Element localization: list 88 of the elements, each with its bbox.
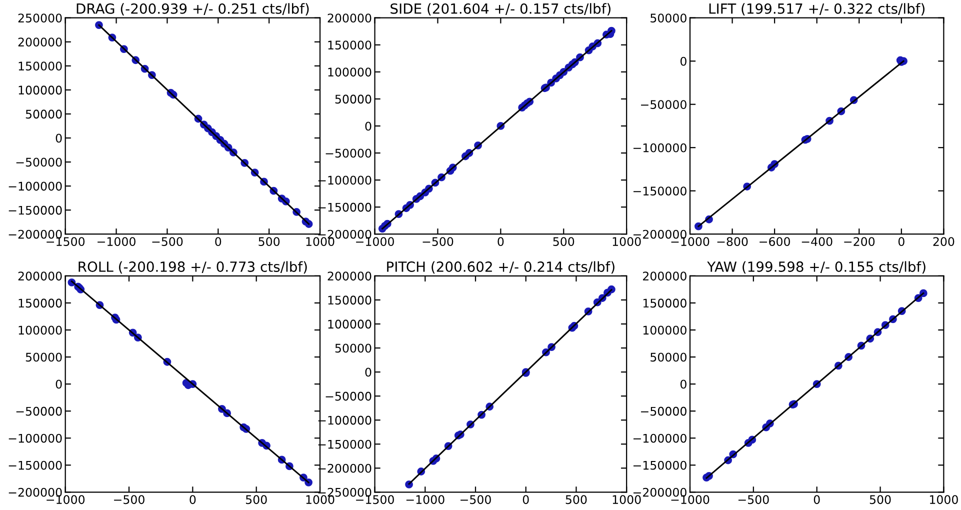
x-tick-label: 1000	[612, 495, 641, 504]
x-tick-label: −1000	[671, 495, 710, 504]
x-tick-label: −1000	[406, 495, 444, 504]
chart-title: SIDE (201.604 +/- 0.157 cts/lbf)	[390, 3, 610, 16]
x-tick-label: 500	[258, 237, 280, 246]
x-tick-label: −500	[460, 495, 491, 504]
y-tick-label: −50000	[326, 392, 372, 401]
y-tick-label: 200000	[328, 272, 372, 281]
y-tick-label: −200000	[634, 230, 686, 239]
y-tick-label: −100000	[8, 434, 62, 443]
x-tick-label: 500	[870, 495, 891, 504]
y-tick-label: −150000	[8, 460, 62, 470]
y-tick-label: 0	[56, 380, 62, 389]
x-tick-label: 500	[246, 495, 267, 504]
y-tick-label: −100000	[634, 434, 686, 443]
x-tick-label: 500	[553, 237, 574, 246]
x-tick-label: 0	[190, 495, 196, 504]
chart-title: LIFT (199.517 +/- 0.322 cts/lbf)	[709, 3, 924, 16]
x-tick-label: −200	[844, 237, 875, 246]
x-tick-label: 500	[566, 495, 587, 504]
y-tick-label: −50000	[16, 406, 62, 416]
x-tick-label: −800	[717, 237, 748, 246]
y-tick-label: 200000	[18, 272, 62, 281]
x-tick-label: −1000	[98, 237, 136, 246]
y-tick-label: −150000	[634, 186, 686, 196]
y-tick-label: 250000	[18, 14, 62, 23]
y-tick-label: 50000	[26, 352, 62, 362]
y-tick-label: −100000	[8, 182, 62, 191]
x-tick-label: 0	[522, 495, 529, 504]
y-tick-label: −50000	[16, 158, 62, 167]
x-tick-label: 1000	[612, 237, 641, 246]
chart-title: PITCH (200.602 +/- 0.214 cts/lbf)	[387, 261, 614, 274]
y-tick-label: 100000	[328, 68, 372, 77]
y-tick-label: 50000	[650, 352, 686, 362]
x-tick-label: 1000	[306, 237, 334, 246]
y-tick-label: 200000	[643, 272, 686, 281]
x-tick-label: −500	[114, 495, 144, 504]
y-tick-label: 50000	[335, 344, 372, 353]
y-tick-label: −50000	[641, 100, 686, 109]
y-tick-label: 0	[365, 368, 372, 377]
y-tick-label: 100000	[18, 86, 62, 95]
chart-title: DRAG (-200.939 +/- 0.251 cts/lbf)	[76, 3, 309, 16]
x-tick-label: −1000	[46, 495, 85, 504]
y-tick-label: 0	[680, 380, 686, 389]
y-tick-label: 150000	[328, 296, 372, 305]
y-tick-label: 200000	[18, 38, 62, 47]
y-tick-label: 150000	[18, 298, 62, 308]
x-tick-label: 1000	[930, 495, 958, 504]
y-tick-label: −100000	[634, 143, 686, 152]
y-tick-label: −250000	[318, 488, 372, 497]
x-tick-label: 0	[498, 237, 504, 246]
y-tick-label: −150000	[634, 460, 686, 470]
x-tick-label: −600	[760, 237, 790, 246]
x-tick-label: 200	[933, 237, 954, 246]
y-tick-label: 150000	[18, 62, 62, 71]
y-tick-label: 0	[56, 134, 62, 143]
x-tick-label: 0	[898, 237, 904, 246]
x-tick-label: −500	[738, 495, 769, 504]
y-tick-label: −50000	[641, 406, 686, 416]
y-tick-label: −200000	[318, 230, 372, 239]
y-tick-label: 100000	[643, 326, 686, 335]
x-tick-label: 0	[215, 237, 222, 246]
y-tick-label: 50000	[335, 94, 372, 104]
y-tick-label: 50000	[650, 14, 686, 23]
y-tick-label: 150000	[643, 298, 686, 308]
y-tick-label: 0	[365, 122, 372, 131]
x-tick-label: 1000	[306, 495, 334, 504]
y-tick-label: −200000	[8, 488, 62, 497]
x-tick-label: −1500	[46, 237, 85, 246]
chart-title: ROLL (-200.198 +/- 0.773 cts/lbf)	[78, 261, 307, 274]
y-tick-label: 0	[680, 56, 686, 66]
x-tick-label: 0	[814, 495, 820, 504]
x-tick-label: −500	[422, 237, 454, 246]
y-tick-label: 100000	[18, 326, 62, 335]
y-tick-label: 150000	[328, 40, 372, 50]
x-tick-label: −1000	[356, 237, 394, 246]
x-tick-label: −500	[152, 237, 183, 246]
y-tick-label: 50000	[26, 110, 62, 119]
y-tick-label: −50000	[326, 148, 372, 158]
chart-title: YAW (199.598 +/- 0.155 cts/lbf)	[707, 261, 926, 274]
y-tick-label: −150000	[8, 206, 62, 215]
y-tick-label: 200000	[328, 14, 372, 23]
x-tick-label: −1500	[356, 495, 394, 504]
y-tick-label: −200000	[8, 230, 62, 239]
x-tick-label: −400	[802, 237, 832, 246]
y-tick-label: −200000	[634, 488, 686, 497]
y-tick-label: 100000	[328, 320, 372, 329]
x-tick-label: −1000	[671, 237, 710, 246]
